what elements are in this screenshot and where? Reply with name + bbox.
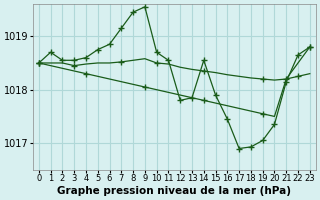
X-axis label: Graphe pression niveau de la mer (hPa): Graphe pression niveau de la mer (hPa) bbox=[57, 186, 291, 196]
